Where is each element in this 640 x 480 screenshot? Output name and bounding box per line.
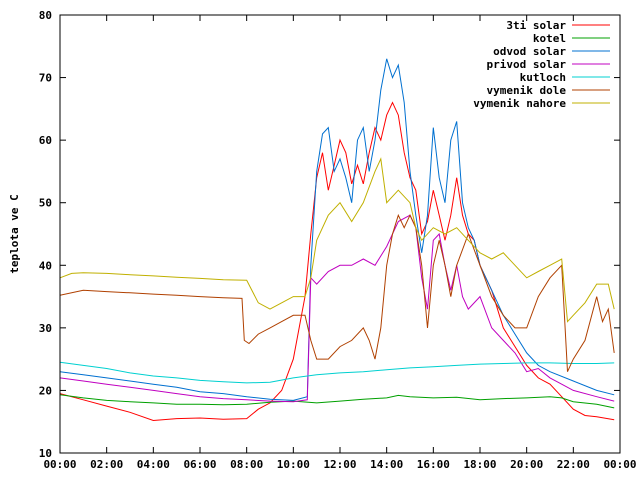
x-tick-label: 10:00: [277, 458, 310, 471]
legend-label: 3ti solar: [506, 19, 566, 32]
y-tick-label: 80: [39, 9, 52, 22]
x-tick-label: 22:00: [557, 458, 590, 471]
y-axis: 10 20 30 40 50 60 70 80: [39, 9, 620, 460]
x-tick-label: 04:00: [137, 458, 170, 471]
y-tick-label: 70: [39, 72, 52, 85]
legend-label: privod solar: [487, 58, 567, 71]
x-axis: 00:00 02:00 04:00 06:00 08:00 10:00 12:00 14:00…: [43, 15, 637, 471]
x-tick-label: 00:00: [43, 458, 76, 471]
y-tick-label: 50: [39, 197, 52, 210]
x-tick-label: 06:00: [183, 458, 216, 471]
y-tick-label: 30: [39, 322, 52, 335]
y-tick-label: 20: [39, 384, 52, 397]
y-tick-label: 60: [39, 134, 52, 147]
x-tick-label: 20:00: [510, 458, 543, 471]
series-line-3ti-solar: [59, 101, 615, 422]
x-tick-label: 08:00: [230, 458, 263, 471]
legend-label: kotel: [533, 32, 566, 45]
x-tick-label: 16:00: [417, 458, 450, 471]
y-tick-label: 40: [39, 259, 52, 272]
legend-label: vymenik dole: [487, 84, 567, 97]
series-line-vymenik-dole: [59, 213, 615, 372]
series-line-vymenik-nahore: [59, 157, 615, 323]
x-tick-label: 18:00: [463, 458, 496, 471]
series-line-kotel: [59, 394, 615, 409]
x-tick-label: 02:00: [90, 458, 123, 471]
series-line-kutloch: [59, 361, 615, 384]
legend-label: odvod solar: [493, 45, 566, 58]
x-tick-label: 00:00: [603, 458, 636, 471]
x-tick-label: 14:00: [370, 458, 403, 471]
y-axis-label: teplota ve C: [8, 194, 21, 273]
legend-label: kutloch: [520, 71, 566, 84]
legend-label: vymenik nahore: [473, 97, 566, 110]
y-tick-label: 10: [39, 447, 52, 460]
x-tick-label: 12:00: [323, 458, 356, 471]
series-line-odvod-solar: [59, 58, 615, 401]
series-layer: [59, 58, 615, 422]
